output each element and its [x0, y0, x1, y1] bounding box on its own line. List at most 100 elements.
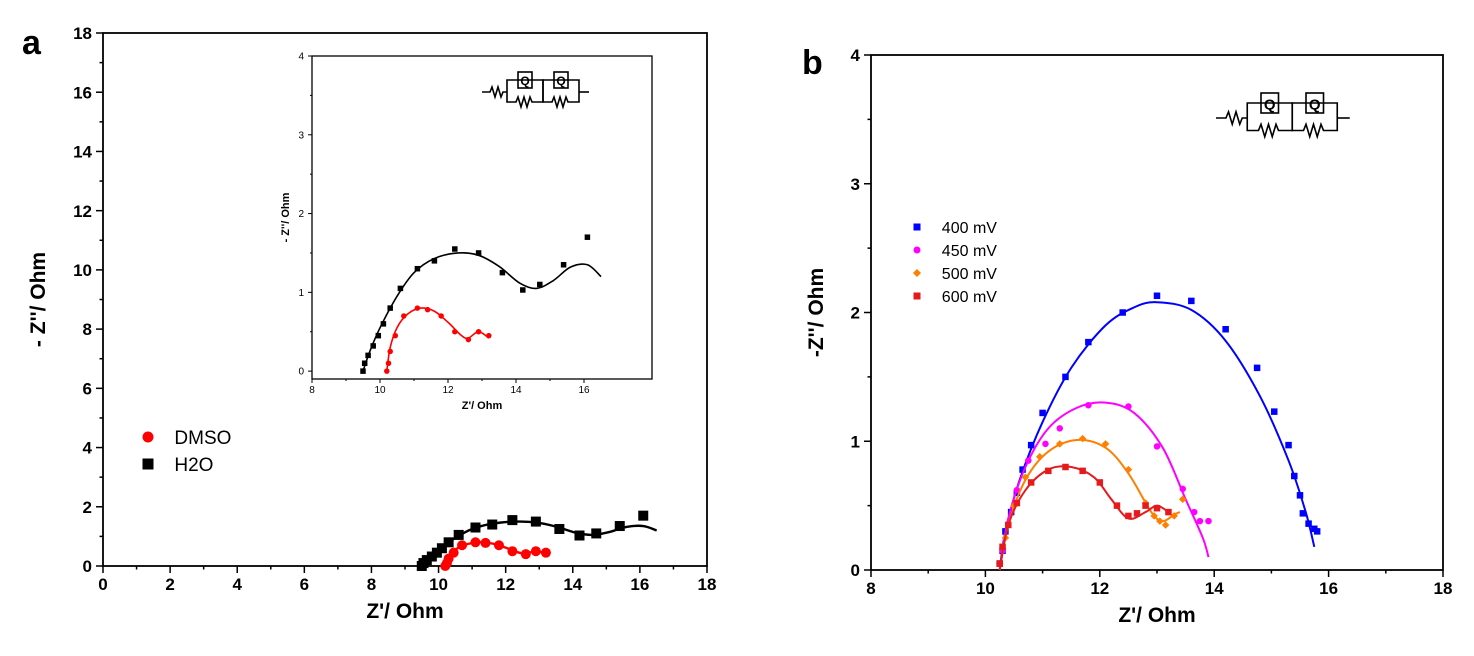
panel-a-inset-data-point [520, 287, 526, 293]
panel-b-data-point [1165, 508, 1172, 516]
panel-b-data-point [1005, 521, 1012, 529]
panel-a-inset-y-tick-label: 0 [298, 367, 304, 378]
panel-a-inset-y-axis-label: - Z''/ Ohm [280, 192, 292, 242]
panel-b-circuit-rq-element: Q [1291, 92, 1339, 140]
panel-a-data-point [448, 547, 459, 558]
panel-b-data-point [1125, 512, 1132, 520]
panel-b-data-point [1019, 466, 1026, 473]
panel-a-data-point [457, 540, 468, 551]
panel-a-circuit-cpe-label: Q [520, 74, 529, 88]
panel-b-data-point [1205, 517, 1212, 525]
panel-a-data-point [507, 515, 518, 526]
panel-a-y-tick-label: 2 [83, 498, 92, 517]
panel-a-data-point [453, 529, 464, 540]
panel-a-inset-y-tick-label: 1 [298, 288, 304, 299]
panel-a-inset-data-point [397, 285, 404, 292]
panel-b-series-500-mv [995, 434, 1187, 571]
panel-b-fit-line [998, 301, 1316, 571]
panel-b-circuit-series-resistor [1216, 108, 1248, 128]
panel-b-data-point [1313, 528, 1321, 535]
panel-a-plot-frame [102, 32, 708, 567]
panel-b-data-point [1188, 297, 1195, 305]
panel-a-legend-label: H2O [174, 455, 213, 476]
panel-b-y-axis-label: -Z''/ Ohm [805, 268, 828, 357]
panel-a-inset-data-point [361, 360, 368, 366]
panel-a-inset-data-point [465, 336, 472, 343]
panel-b-legend-label: 500 mV [942, 266, 997, 283]
panel-a-y-tick-label: 12 [73, 202, 92, 221]
panel-a-data-point [507, 546, 518, 557]
panel-b-legend-label: 400 mV [942, 220, 997, 237]
panel-b-data-point [1153, 504, 1161, 512]
panel-b-data-point [1035, 452, 1044, 461]
panel-b-legend-label: 600 mV [942, 289, 997, 306]
panel-b-legend-marker [913, 223, 921, 231]
panel-a-inset-data-point [499, 269, 506, 276]
panel-a-inset-y-tick-label: 4 [298, 52, 304, 63]
panel-b-data-point [1101, 440, 1110, 448]
panel-b-data-point [1161, 521, 1170, 529]
panel-b-data-point [1039, 409, 1046, 417]
panel-b-data-point [1056, 425, 1064, 432]
panel-b-y-tick-label: 0 [851, 561, 860, 580]
panel-a-legend-marker [142, 458, 154, 470]
panel-b-data-point [1170, 512, 1178, 520]
panel-a-inset-x-tick-label: 14 [510, 385, 522, 396]
panel-b-x-tick-label: 14 [1205, 579, 1224, 598]
panel-a-inset-data-point [431, 258, 438, 264]
panel-a-legend-label: DMSO [174, 428, 231, 449]
panel-b-data-point [1153, 292, 1161, 300]
panel-b-legend-marker [913, 292, 921, 300]
panel-b-data-point [996, 560, 1003, 567]
panel-a-inset-data-point [537, 281, 543, 288]
panel-a-circuit-cpe-label: Q [556, 74, 565, 88]
panel-a-inset-data-point [360, 368, 366, 374]
panel-b-fit-line [998, 401, 1210, 571]
panel-a-inset-data-point [414, 265, 421, 272]
panel-a-inset-x-tick-label: 12 [442, 385, 454, 396]
panel-b-data-point [1119, 309, 1126, 316]
panel-a-data-point [520, 549, 531, 560]
panel-a-data-point [591, 528, 602, 539]
panel-a-inset-data-point [560, 262, 567, 268]
panel-b-data-point [1027, 479, 1035, 486]
panel-b-legend-marker [913, 246, 921, 254]
panel-a-data-point [421, 555, 432, 566]
panel-b-data-point [1085, 401, 1092, 409]
panel-b-data-point [999, 543, 1006, 551]
panel-a-inset-data-point [475, 250, 482, 256]
panel-b-data-point [1027, 441, 1035, 449]
panel-a-data-point [554, 523, 565, 534]
panel-b-data-point [1062, 463, 1069, 471]
panel-a-x-tick-label: 14 [563, 575, 582, 594]
panel-b-data-point [1178, 495, 1187, 503]
panel-b-y-tick-label: 2 [851, 304, 860, 323]
panel-a-y-tick-label: 16 [73, 83, 92, 102]
panel-b-y-tick-label: 4 [851, 46, 861, 65]
panel-a-data-point [426, 551, 437, 562]
panel-b-data-point [1156, 517, 1164, 525]
panel-a-inset-series-dmso [384, 305, 492, 374]
panel-b-x-tick-label: 8 [866, 579, 875, 598]
panel-a-y-tick-label: 18 [73, 24, 92, 43]
panel-a-inset-data-point [424, 306, 431, 313]
panel-a-data-point [470, 522, 481, 533]
panel-a-data-point [443, 537, 454, 548]
panel-b-series-600-mv [996, 463, 1172, 571]
panel-b-data-point [1025, 457, 1032, 464]
panel-a-inset-data-point [584, 234, 591, 240]
panel-a-inset-data-point [375, 332, 382, 339]
panel-b-x-tick-label: 12 [1090, 579, 1109, 598]
panel-a-inset-data-point [414, 305, 421, 311]
panel-a-inset-data-point [392, 332, 399, 339]
panel-a-x-tick-label: 4 [232, 575, 242, 594]
panel-a-x-tick-label: 16 [630, 575, 649, 594]
panel-a-inset-data-point [401, 313, 407, 319]
panel-a-y-tick-label: 0 [83, 557, 92, 576]
panel-a-data-point [574, 530, 585, 541]
panel-b-data-point [1305, 520, 1312, 527]
panel-a-letter: a [22, 24, 42, 62]
panel-a-inset-data-point [452, 246, 458, 252]
